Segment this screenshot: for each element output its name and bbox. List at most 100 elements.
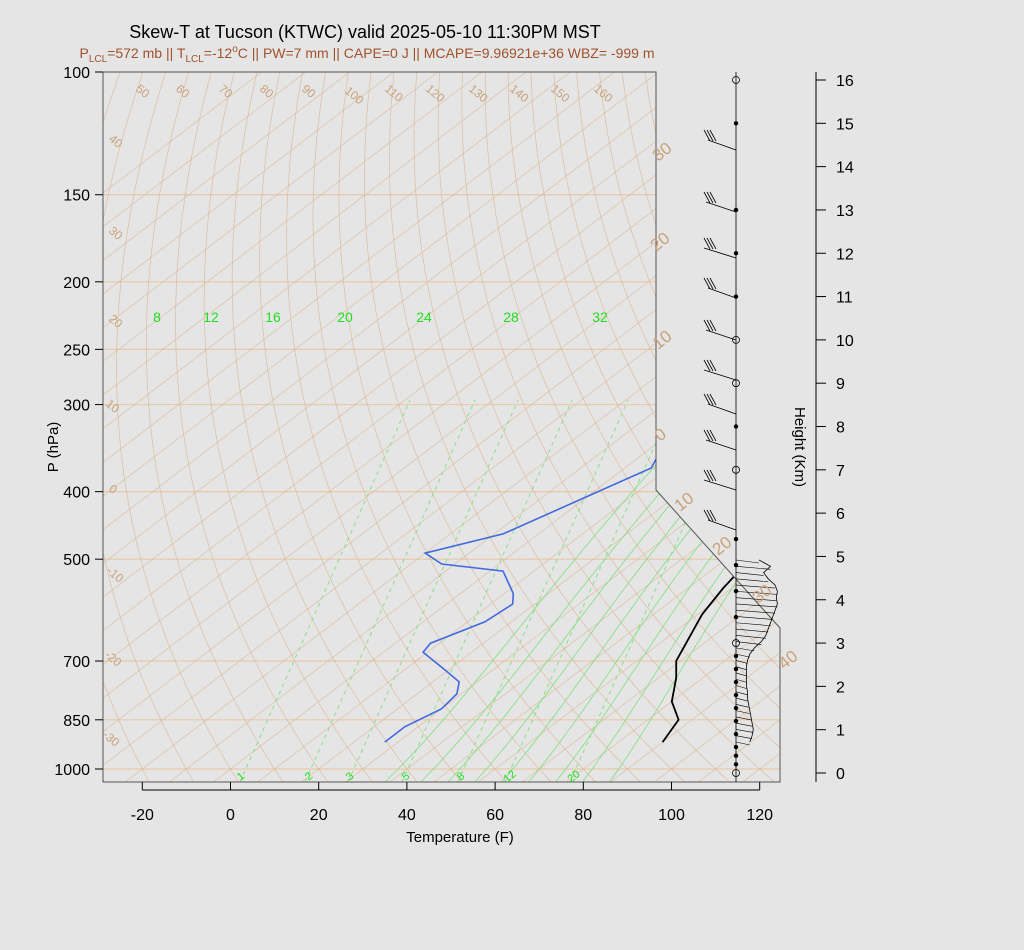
plot-frame: [102, 71, 781, 783]
wind-speed-bar: [735, 591, 778, 595]
dry-adiabat-line: [116, 72, 240, 782]
height-marker: [733, 294, 739, 299]
height-marker: [733, 536, 739, 542]
isotherm-line: [255, 72, 780, 782]
dry-adiabat-line: [338, 72, 598, 782]
isotherm-line: [103, 72, 503, 782]
wind-barb-flag: [706, 359, 714, 372]
isotherm-label: 20: [106, 312, 125, 332]
dry-adiabat-label: 100: [342, 84, 367, 108]
height-tick-label: 16: [836, 73, 854, 90]
dry-adiabat-line: [690, 72, 780, 782]
height-tick-label: 9: [836, 376, 845, 393]
isotherm-label: -20: [102, 648, 125, 670]
height-tick-label: 11: [836, 290, 853, 307]
isotherm-label: 0: [651, 424, 670, 445]
wind-speed-bar: [735, 716, 752, 721]
wind-barb: [707, 287, 737, 299]
dry-adiabat-line: [259, 72, 464, 782]
wind-barb: [703, 479, 737, 491]
wind-barb-flag: [703, 469, 711, 482]
wind-speed-bar: [735, 678, 747, 683]
y-tick-label: 100: [63, 65, 90, 82]
wind-barb-flag: [709, 359, 717, 372]
dry-adiabat-line: [530, 72, 780, 782]
mixing-ratio-label: 12: [203, 309, 219, 325]
height-tick-label: 3: [836, 636, 845, 653]
height-tick-label: 6: [836, 506, 845, 523]
wind-barb-flag: [709, 393, 717, 406]
wind-speed-bar: [735, 710, 750, 714]
wind-barb: [705, 201, 737, 213]
wind-speed-bar: [735, 653, 750, 658]
wind-barb-flag: [709, 129, 717, 142]
y-tick-label: 150: [63, 188, 90, 205]
isotherm-line: [103, 72, 327, 782]
wind-barb-flag: [703, 393, 711, 406]
height-tick-label: 0: [836, 766, 845, 783]
wind-barb-flag: [703, 237, 711, 250]
isotherm-label: 30: [106, 224, 125, 244]
height-marker: [733, 744, 739, 750]
chart-subtitle: PLCL=572 mb || TLCL=-12oC || PW=7 mm || …: [79, 44, 654, 65]
hodograph-trace: [735, 559, 778, 746]
mixing-ratio-line: [401, 399, 573, 782]
y-tick-label: 300: [63, 398, 90, 415]
isotherm-label: 0: [106, 482, 120, 497]
wind-barb: [707, 139, 737, 151]
isotherm-line: [607, 72, 780, 782]
wind-speed-bar: [735, 559, 760, 564]
height-marker: [733, 207, 739, 213]
height-marker: [733, 121, 739, 126]
wind-barb-flag: [709, 509, 717, 522]
wind-speed-bar: [735, 741, 750, 746]
dry-adiabat-line: [312, 72, 553, 782]
dry-adiabat-line: [103, 72, 151, 782]
dry-adiabat-line: [203, 72, 375, 782]
height-tick-label: 10: [836, 333, 854, 350]
wind-barb-flag: [703, 129, 711, 142]
isotherm-line: [103, 72, 283, 782]
y-tick-label: 400: [63, 485, 90, 502]
isotherm-line: [103, 72, 780, 782]
mixing-ratio-line: [239, 399, 411, 782]
isotherm-line: [563, 72, 780, 782]
wind-barb-flag: [703, 359, 711, 372]
dry-adiabat-line: [507, 72, 780, 782]
x-axis-label: Temperature (F): [406, 829, 514, 846]
isotherm-line: [103, 72, 780, 782]
x-tick-label: 120: [746, 807, 773, 824]
height-marker: [733, 562, 739, 568]
mixing-ratio-label: 1: [235, 770, 247, 783]
mixing-ratio-label: 8: [153, 309, 161, 325]
isotherm-line: [103, 72, 459, 782]
height-marker: [733, 692, 739, 698]
wind-barb-flag: [706, 429, 714, 442]
isotherm-label: 30: [749, 581, 776, 608]
height-axis-label: Height (Km): [791, 407, 808, 487]
x-tick-label: 20: [310, 807, 328, 824]
wind-barb-flag: [709, 469, 717, 482]
height-marker: [733, 731, 739, 737]
isotherm-label: 20: [647, 229, 674, 256]
wind-barb: [707, 403, 737, 415]
height-marker: [733, 588, 739, 594]
isotherm-label: 10: [103, 397, 122, 417]
height-marker: [733, 251, 739, 256]
isotherm-label: 30: [649, 139, 676, 166]
dry-adiabat-line: [0, 72, 74, 784]
isotherm-line: [475, 72, 780, 782]
height-marker: [732, 639, 740, 647]
dry-adiabat-line: [599, 72, 780, 782]
wind-speed-bar: [735, 691, 748, 696]
isotherm-line: [103, 72, 768, 782]
dry-adiabat-line: [667, 72, 780, 782]
wind-barb-flag: [706, 509, 714, 522]
dry-adiabat-label: 80: [257, 82, 276, 102]
isotherm-line: [784, 56, 1024, 783]
wind-speed-bar: [735, 565, 771, 570]
isopleth-labels: 50 60 70 80 90 100 110 120 130 140 150 160403020100…: [100, 82, 801, 786]
y-tick-label: 1000: [54, 762, 90, 779]
wind-speed-bar: [735, 729, 754, 733]
